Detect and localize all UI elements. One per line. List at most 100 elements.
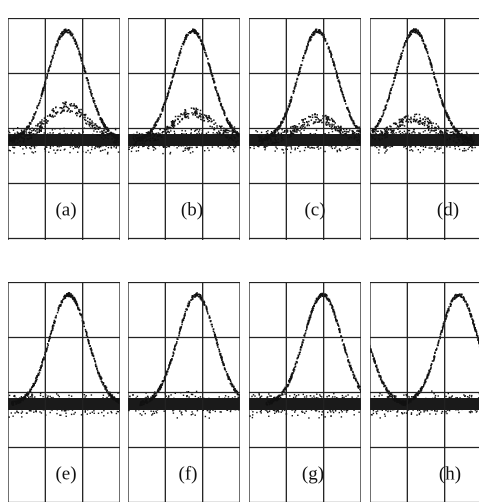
noise — [166, 147, 167, 148]
trace-dot — [34, 134, 36, 136]
noise — [423, 131, 424, 132]
trace-dot — [348, 131, 350, 133]
noise — [191, 147, 192, 148]
trace-dot — [258, 137, 260, 139]
trace-dot — [337, 126, 339, 128]
trace-dot — [399, 124, 401, 126]
trace-dot — [200, 110, 202, 112]
trace-dot — [123, 137, 125, 139]
noise — [454, 146, 455, 147]
trace-dot — [63, 106, 65, 108]
trace-dot — [352, 130, 354, 132]
trace-dot — [422, 122, 424, 124]
trace-dot — [372, 130, 374, 132]
trace-dot — [366, 136, 368, 138]
trace-dot — [367, 143, 369, 145]
trace-dot — [101, 121, 103, 123]
trace-dot — [241, 136, 243, 138]
trace-dot — [245, 137, 247, 139]
trace-dot — [223, 130, 225, 132]
noise — [389, 146, 390, 147]
trace-dot — [272, 133, 274, 135]
trace-dot — [143, 136, 145, 138]
trace-dot — [122, 135, 124, 137]
noise — [185, 130, 186, 131]
noise — [347, 148, 348, 149]
trace-dot — [120, 137, 122, 139]
trace-dot — [196, 111, 198, 113]
trace-dot — [265, 138, 267, 140]
trace-dot — [180, 48, 182, 50]
noise — [334, 148, 335, 149]
noise — [442, 152, 443, 153]
trace-dot — [171, 122, 173, 124]
trace-dot — [56, 43, 58, 45]
noise — [99, 131, 100, 132]
trace-dot — [290, 97, 292, 99]
trace-dot — [115, 143, 117, 145]
trace-dot — [346, 131, 348, 133]
trace-dot — [356, 140, 358, 142]
trace-dot — [316, 117, 318, 119]
trace-dot — [68, 108, 70, 110]
trace-dot — [367, 136, 369, 138]
noise — [30, 148, 31, 149]
trace-dot — [366, 137, 368, 139]
trace-dot — [157, 119, 159, 121]
trace-dot — [451, 135, 453, 137]
trace-dot — [209, 126, 211, 128]
trace-dot — [242, 136, 244, 138]
trace-dot — [12, 136, 14, 138]
trace-dot — [114, 136, 116, 138]
trace-dot — [22, 137, 24, 139]
trace-dot — [187, 116, 189, 118]
trace-dot — [137, 135, 139, 137]
trace-dot — [340, 133, 342, 135]
trace-dot — [109, 133, 111, 135]
trace-dot — [363, 137, 365, 139]
trace-dot — [315, 119, 317, 121]
noise — [346, 149, 347, 150]
trace-dot — [409, 32, 411, 34]
trace-dot — [85, 114, 87, 116]
trace-dot — [365, 137, 367, 139]
trace-dot — [64, 103, 66, 105]
trace-dot — [246, 139, 248, 141]
trace-dot — [200, 40, 202, 42]
trace-dot — [328, 48, 330, 50]
trace-dot — [172, 80, 174, 82]
trace-dot — [419, 34, 421, 36]
trace-dot — [226, 118, 228, 120]
trace-dot — [162, 110, 164, 112]
trace-dot — [366, 136, 368, 138]
trace-dot — [339, 131, 341, 133]
trace-dot — [122, 139, 124, 141]
noise — [411, 132, 412, 133]
trace-dot — [390, 93, 392, 95]
trace-dot — [367, 133, 369, 135]
trace-dot — [247, 141, 249, 143]
trace-dot — [368, 138, 370, 140]
trace-dot — [468, 141, 470, 143]
trace-dot — [103, 132, 105, 134]
noise — [384, 152, 385, 153]
trace-dot — [246, 139, 248, 141]
trace-dot — [161, 136, 163, 138]
trace-dot — [302, 60, 304, 62]
trace-dot — [12, 140, 14, 142]
trace-dot — [258, 135, 260, 137]
trace-dot — [42, 91, 44, 93]
trace-dot — [312, 117, 314, 119]
trace-dot — [216, 91, 218, 93]
trace-dot — [218, 130, 220, 132]
trace-dot — [123, 138, 125, 140]
trace-dot — [384, 134, 386, 136]
trace-dot — [281, 140, 283, 142]
noise — [255, 130, 256, 131]
trace-dot — [430, 63, 432, 65]
trace-dot — [65, 31, 67, 33]
trace-dot — [243, 137, 245, 139]
trace-dot — [449, 137, 451, 139]
trace-dot — [74, 105, 76, 107]
trace-dot — [362, 138, 364, 140]
